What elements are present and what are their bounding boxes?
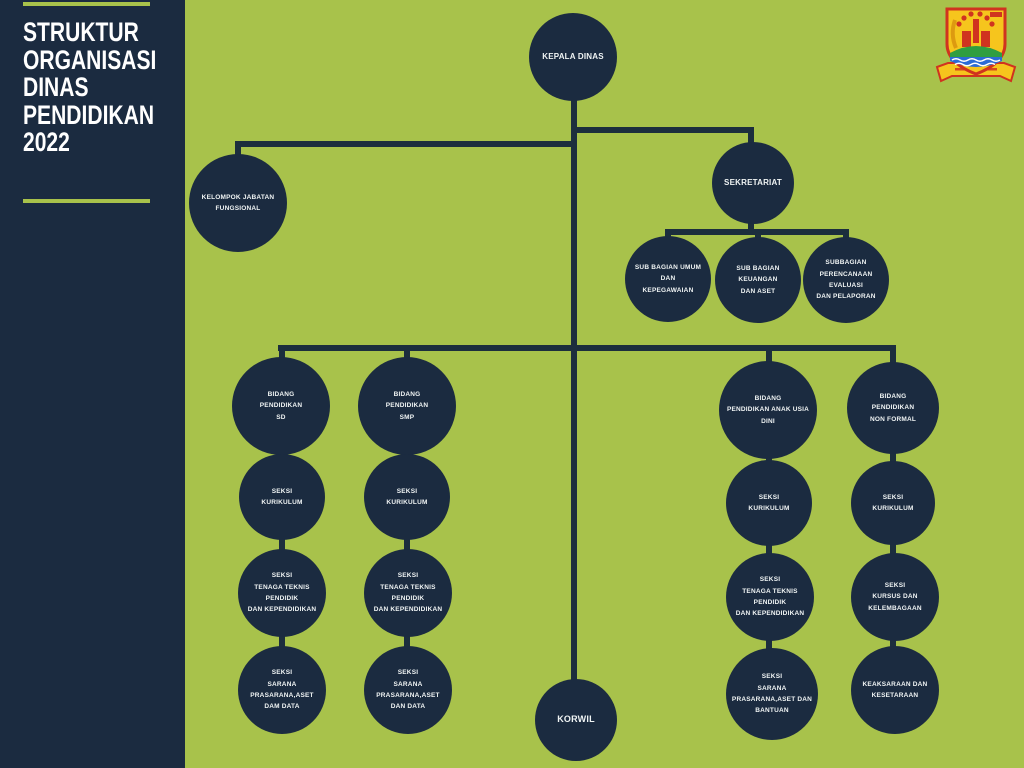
connector-right-branch-h	[571, 127, 753, 133]
org-node-seksi-kurikulum-sd: SEKSI KURIKULUM	[239, 454, 325, 540]
title-separator-top	[23, 2, 150, 6]
org-node-kelompok-jabatan-fungsional: KELOMPOK JABATAN FUNGSIONAL	[189, 154, 287, 252]
page-title-line: PENDIDIKAN	[23, 99, 155, 130]
org-node-label: SEKSI KURIKULUM	[872, 493, 914, 512]
crest-icon	[935, 7, 1017, 83]
page-title-line: ORGANISASI	[23, 44, 157, 75]
org-node-label: SUB BAGIAN KEUANGAN DAN ASET	[736, 264, 780, 295]
connector-left-branch-h	[236, 141, 575, 147]
org-node-label: BIDANG PENDIDIKAN ANAK USIA DINI	[726, 394, 810, 425]
org-node-label: KORWIL	[557, 714, 595, 725]
org-node-label: SEKSI SARANA PRASARANA,ASET DAN BANTUAN	[731, 673, 813, 715]
org-node-label: SUB BAGIAN UMUM DAN KEPEGAWAIAN	[634, 263, 702, 294]
org-node-subbagian-perencanaan: SUBBAGIAN PERENCANAAN EVALUASI DAN PELAP…	[803, 237, 889, 323]
connector-bidang-h	[278, 345, 896, 351]
page-title-line: DINAS	[23, 72, 89, 102]
org-node-label: SEKSI KURIKULUM	[748, 493, 790, 512]
org-node-sub-bagian-umum: SUB BAGIAN UMUM DAN KEPEGAWAIAN	[625, 236, 711, 322]
org-node-label: BIDANG PENDIDIKAN SD	[259, 390, 303, 421]
org-node-label: SEKSI KURIKULUM	[386, 487, 428, 506]
connector-sub-stub-3	[843, 229, 849, 243]
org-node-bidang-pendidikan-sd: BIDANG PENDIDIKAN SD	[232, 357, 330, 455]
org-node-sekretariat: SEKRETARIAT	[712, 142, 794, 224]
org-node-label: BIDANG PENDIDIKAN SMP	[385, 390, 429, 421]
org-node-kepala-dinas: KEPALA DINAS	[529, 13, 617, 101]
org-node-label: SEKSI KURSUS DAN KELEMBAGAAN	[868, 581, 922, 612]
org-node-seksi-kurikulum-smp: SEKSI KURIKULUM	[364, 454, 450, 540]
org-node-seksi-sarana-smp: SEKSI SARANA PRASARANA,ASET DAN DATA	[364, 646, 452, 734]
org-node-label: SEKRETARIAT	[724, 178, 782, 187]
page-title: STRUKTUR ORGANISASI DINAS PENDIDIKAN 202…	[23, 17, 157, 157]
org-node-seksi-kurikulum-nonformal: SEKSI KURIKULUM	[851, 461, 935, 545]
org-node-label: KELOMPOK JABATAN FUNGSIONAL	[201, 193, 275, 212]
page-title-line: 2022	[23, 127, 70, 157]
org-node-label: KEAKSARAAN DAN KESETARAAN	[862, 680, 928, 699]
page-title-line: STRUKTUR	[23, 17, 139, 47]
org-node-keaksaraan-kesetaraan: KEAKSARAAN DAN KESETARAAN	[851, 646, 939, 734]
org-node-seksi-tenaga-teknis-sd: SEKSI TENAGA TEKNIS PENDIDIK DAN KEPENDI…	[238, 549, 326, 637]
org-node-label: SEKSI TENAGA TEKNIS PENDIDIK DAN KEPENDI…	[373, 572, 443, 614]
org-node-seksi-kursus-kelembagaan: SEKSI KURSUS DAN KELEMBAGAAN	[851, 553, 939, 641]
org-node-bidang-paud: BIDANG PENDIDIKAN ANAK USIA DINI	[719, 361, 817, 459]
cirebon-crest-logo	[933, 6, 1019, 95]
org-node-label: SEKSI TENAGA TEKNIS PENDIDIK DAN KEPENDI…	[247, 572, 317, 614]
connector-sub-stub-2	[755, 229, 761, 243]
org-node-label: SEKSI SARANA PRASARANA,ASET DAN DATA	[376, 669, 440, 711]
org-node-seksi-kurikulum-paud: SEKSI KURIKULUM	[726, 460, 812, 546]
org-node-label: SEKSI TENAGA TEKNIS PENDIDIK DAN KEPENDI…	[735, 576, 805, 618]
org-node-label: SEKSI SARANA PRASARANA,ASET DAM DATA	[250, 669, 314, 711]
title-separator-bottom	[23, 199, 150, 203]
connector-trunk	[571, 57, 577, 720]
sidebar: STRUKTUR ORGANISASI DINAS PENDIDIKAN 202…	[0, 0, 185, 768]
org-node-label: BIDANG PENDIDIKAN NON FORMAL	[869, 392, 917, 423]
org-node-label: KEPALA DINAS	[542, 52, 604, 61]
org-node-label: SUBBAGIAN PERENCANAAN EVALUASI DAN PELAP…	[816, 259, 876, 301]
org-node-sub-bagian-keuangan: SUB BAGIAN KEUANGAN DAN ASET	[715, 237, 801, 323]
org-node-bidang-pendidikan-smp: BIDANG PENDIDIKAN SMP	[358, 357, 456, 455]
org-node-seksi-sarana-paud: SEKSI SARANA PRASARANA,ASET DAN BANTUAN	[726, 648, 818, 740]
org-node-seksi-tenaga-teknis-smp: SEKSI TENAGA TEKNIS PENDIDIK DAN KEPENDI…	[364, 549, 452, 637]
org-node-seksi-sarana-sd: SEKSI SARANA PRASARANA,ASET DAM DATA	[238, 646, 326, 734]
org-node-bidang-non-formal: BIDANG PENDIDIKAN NON FORMAL	[847, 362, 939, 454]
org-node-korwil: KORWIL	[535, 679, 617, 761]
org-node-seksi-tenaga-teknis-paud: SEKSI TENAGA TEKNIS PENDIDIK DAN KEPENDI…	[726, 553, 814, 641]
org-node-label: SEKSI KURIKULUM	[261, 487, 303, 506]
